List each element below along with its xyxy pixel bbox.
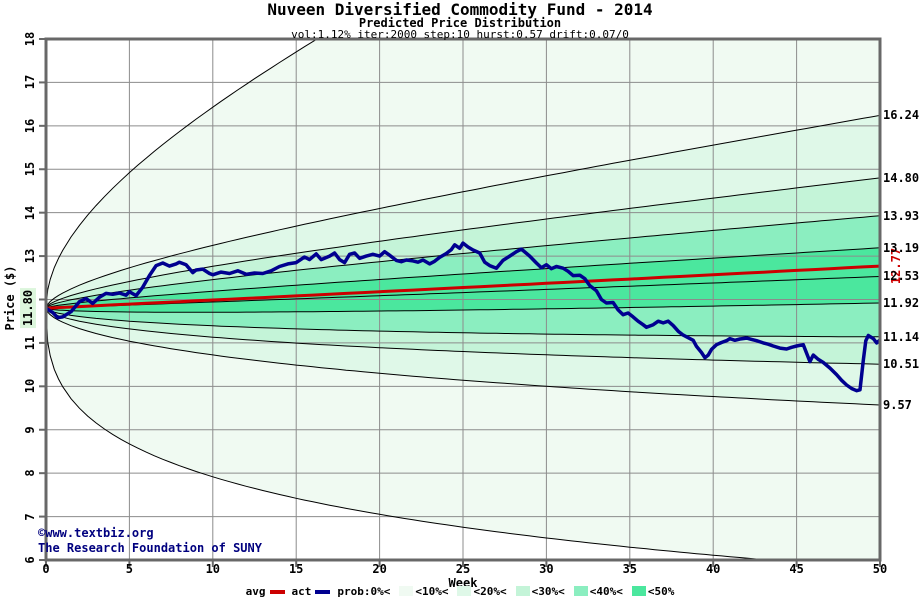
x-tick-label-10: 10 bbox=[205, 562, 221, 576]
legend-band-swatch-3 bbox=[515, 586, 530, 596]
right-price-label-12.53: 12.53 bbox=[883, 269, 920, 284]
chart-title: Nuveen Diversified Commodity Fund - 2014 bbox=[267, 0, 653, 19]
x-tick-label-45: 45 bbox=[789, 562, 804, 576]
right-price-label-14.80: 14.80 bbox=[883, 170, 920, 185]
x-tick-label-40: 40 bbox=[705, 562, 721, 576]
y-tick-label-10: 10 bbox=[23, 379, 37, 394]
y-tick-label-17: 17 bbox=[23, 75, 37, 90]
legend-act-label: act bbox=[291, 585, 312, 598]
legend-band-swatch-5 bbox=[631, 586, 646, 596]
boundary-lower-0pct-min bbox=[46, 308, 775, 560]
plot-frame bbox=[44, 37, 882, 562]
x-tick-label-0: 0 bbox=[42, 562, 50, 576]
y-tick-label-9: 9 bbox=[23, 426, 37, 434]
legend-band-label-5: <50% bbox=[647, 585, 675, 598]
y-tick-label-13: 13 bbox=[23, 248, 37, 264]
legend-avg-label: avg bbox=[245, 585, 266, 598]
boundary-lower-10pct bbox=[46, 308, 880, 406]
x-tick-label-35: 35 bbox=[622, 562, 638, 576]
legend-band-label-1: <10%< bbox=[415, 585, 449, 598]
chart-subtitle: Predicted Price Distribution bbox=[358, 16, 562, 30]
legend-band-label-2: <20%< bbox=[473, 585, 507, 598]
y-tick-label-11: 11 bbox=[23, 335, 37, 351]
start-price-label: 11.80 bbox=[20, 287, 36, 329]
right-price-label-11.92: 11.92 bbox=[883, 295, 920, 310]
gridlines bbox=[46, 39, 880, 560]
right-price-label-13.19: 13.19 bbox=[883, 240, 920, 255]
boundary-upper-30pct bbox=[46, 215, 880, 309]
boundary-upper-0pct-max bbox=[46, 39, 319, 309]
y-tick-label-7: 7 bbox=[23, 512, 37, 521]
boundary-lower-20pct bbox=[46, 307, 880, 365]
watermark-org: The Research Foundation of SUNY bbox=[38, 541, 262, 555]
legend-band-items: <10%< <20%< <30%< <40%< <50% bbox=[390, 585, 674, 598]
boundary-upper-10pct bbox=[46, 114, 880, 309]
chart-parameters: vol:1.12% iter:2000 step:10 hurst:0.57 d… bbox=[291, 28, 629, 41]
y-axis-title: Price ($) bbox=[3, 265, 17, 331]
right-price-label-16.24: 16.24 bbox=[883, 108, 920, 123]
actual-price-line bbox=[46, 241, 880, 393]
legend-band-swatch-2 bbox=[457, 586, 472, 596]
boundary-upper-40pct bbox=[46, 247, 880, 309]
legend-act-line-swatch bbox=[315, 589, 331, 594]
boundary-lower-40pct bbox=[46, 302, 880, 313]
y-tick-label-8: 8 bbox=[23, 469, 37, 477]
legend-band-swatch-4 bbox=[573, 586, 588, 596]
legend-avg-line-swatch bbox=[269, 589, 285, 594]
right-price-label-9.57: 9.57 bbox=[883, 398, 912, 412]
axis-ticks bbox=[39, 38, 881, 567]
x-tick-label-25: 25 bbox=[455, 562, 471, 576]
right-price-label-11.14: 11.14 bbox=[883, 329, 920, 344]
y-tick-label-16: 16 bbox=[23, 118, 37, 134]
legend-band-label-4: <40%< bbox=[589, 585, 623, 598]
watermark-url: ©www.textbiz.org bbox=[38, 526, 154, 540]
right-price-label-10.51: 10.51 bbox=[883, 357, 920, 372]
legend-prob-label: prob:0%< bbox=[337, 585, 391, 598]
x-tick-label-50: 50 bbox=[872, 562, 888, 576]
legend-band-swatch-1 bbox=[399, 586, 414, 596]
legend-band-label-3: <30%< bbox=[531, 585, 565, 598]
y-tick-label-6: 6 bbox=[23, 556, 37, 564]
boundary-lower-30pct bbox=[46, 307, 880, 338]
boundary-upper-20pct bbox=[46, 177, 880, 309]
x-tick-label-20: 20 bbox=[372, 562, 387, 576]
y-tick-label-15: 15 bbox=[23, 162, 37, 177]
right-price-label-13.93: 13.93 bbox=[883, 208, 920, 223]
x-tick-label-30: 30 bbox=[539, 562, 554, 576]
avg-price-line bbox=[46, 264, 880, 310]
legend: avg act prob:0%< <10%< <20%< <30%< <40%< <50… bbox=[0, 585, 920, 598]
x-tick-label-5: 5 bbox=[125, 562, 134, 576]
y-tick-label-18: 18 bbox=[23, 31, 37, 47]
x-tick-label-15: 15 bbox=[288, 562, 304, 576]
y-tick-label-14: 14 bbox=[23, 205, 37, 220]
